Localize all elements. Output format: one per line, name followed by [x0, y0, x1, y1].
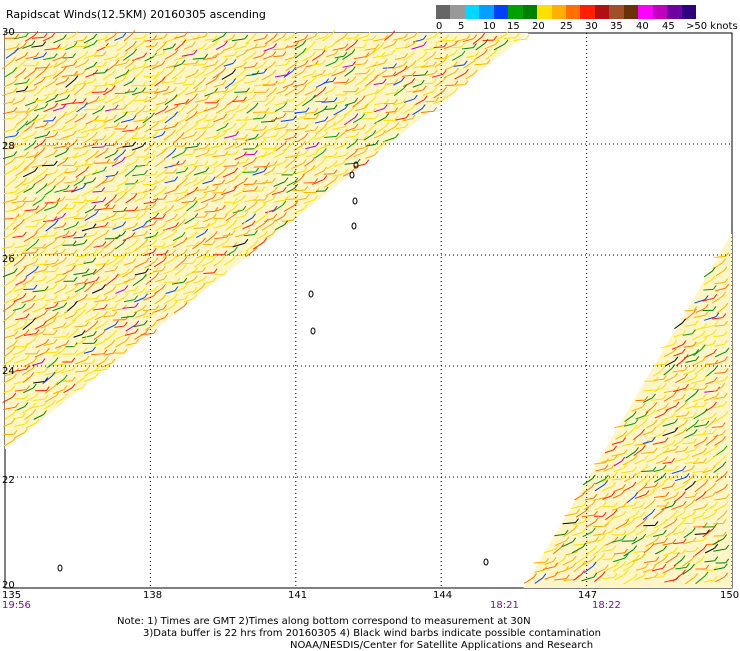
wind-barb [93, 73, 105, 74]
wind-barb [262, 182, 272, 183]
wind-barb [146, 46, 155, 47]
island-outline [353, 198, 357, 204]
lat-label-30: 30 [2, 27, 15, 38]
wind-barb [685, 551, 695, 552]
wind-barb [84, 200, 96, 201]
wind-barb [323, 145, 333, 146]
wind-barb [603, 559, 612, 560]
island-outline [352, 223, 356, 229]
wind-barb [695, 534, 707, 535]
wind-barb [92, 147, 104, 148]
lon-label-150: 150 [720, 590, 739, 601]
lon-label-141: 141 [288, 590, 307, 601]
lon-label-138: 138 [143, 590, 162, 601]
lon-label-144: 144 [433, 590, 452, 601]
time-label-right: 18:22 [592, 600, 621, 611]
wind-barb [641, 471, 653, 472]
lat-label-28: 28 [2, 141, 15, 152]
wind-barb [234, 92, 246, 93]
lat-label-22: 22 [2, 475, 15, 486]
wind-barb [82, 363, 92, 364]
time-label-left: 19:56 [2, 600, 31, 611]
island-outline [311, 328, 315, 334]
wind-barb [304, 182, 315, 183]
wind-barb [222, 246, 234, 247]
wind-barb [363, 112, 373, 113]
note-line-1: Note: 1) Times are GMT 2)Times along bot… [117, 616, 531, 627]
wind-barb [186, 245, 195, 246]
lat-label-24: 24 [2, 366, 15, 377]
note-line-2: 3)Data buffer is 22 hrs from 20160305 4)… [143, 628, 601, 639]
wind-barb [232, 101, 243, 102]
wind-barb [212, 193, 222, 194]
wind-barb [143, 92, 156, 93]
wind-barb [43, 121, 52, 122]
wind-barb [92, 92, 105, 93]
note-line-3: NOAA/NESDIS/Center for Satellite Applica… [290, 640, 593, 651]
wind-barb [253, 130, 264, 131]
wind-barb [425, 101, 435, 102]
lat-label-26: 26 [2, 254, 15, 265]
wind-barb [42, 271, 55, 272]
wind-barb [192, 272, 203, 273]
wind-barb [106, 163, 115, 164]
wind-barb [113, 211, 124, 212]
wind-barb [42, 236, 54, 237]
wind-barb-feather [526, 35, 529, 39]
wind-barb [243, 149, 254, 150]
wind-barb [224, 166, 236, 167]
wind-barb [713, 523, 723, 524]
wind-barb [434, 47, 444, 48]
wind-barb [534, 562, 546, 563]
wind-barb [195, 190, 206, 191]
wind-barb [93, 191, 102, 192]
time-label-middle: 18:21 [490, 600, 519, 611]
wind-barb [254, 166, 267, 167]
island-outline [58, 565, 62, 571]
island-outline [484, 559, 488, 565]
wind-barb [42, 165, 54, 166]
wind-barb [703, 289, 713, 290]
island-outline [309, 291, 313, 297]
